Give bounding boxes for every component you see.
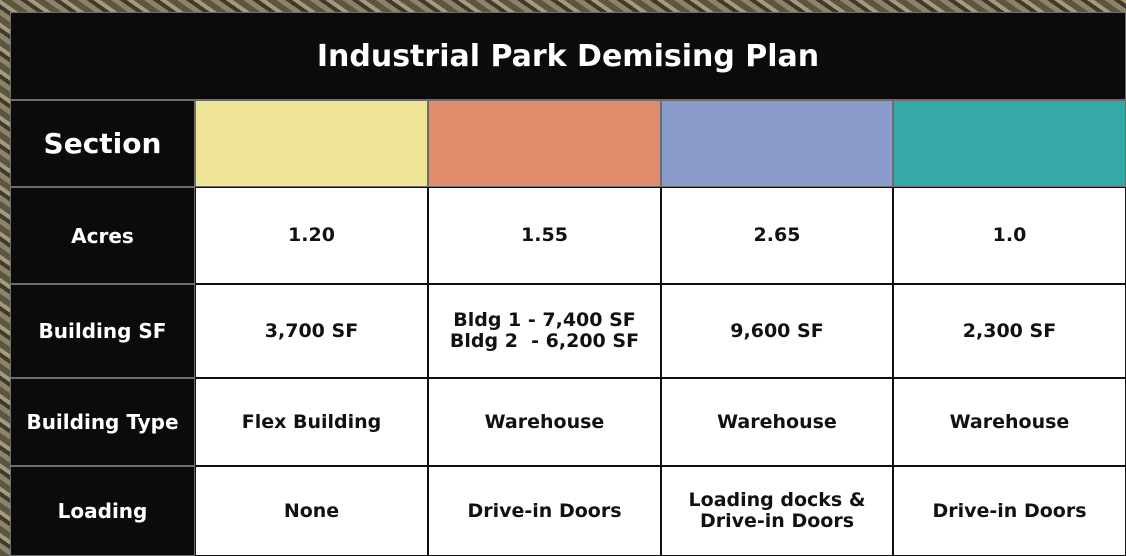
section-swatch [428, 100, 661, 187]
table-cell: None [195, 466, 428, 556]
table-cell: Warehouse [428, 378, 661, 466]
table-title: Industrial Park Demising Plan [10, 12, 1126, 100]
table-cell: 2.65 [661, 187, 893, 284]
table-cell: Warehouse [893, 378, 1126, 466]
cell-line: Bldg 2 - 6,200 SF [450, 331, 639, 352]
row-label: Acres [10, 187, 195, 284]
table-cell: 9,600 SF [661, 284, 893, 378]
table-cell: 1.20 [195, 187, 428, 284]
table-cell: Flex Building [195, 378, 428, 466]
table-cell: Warehouse [661, 378, 893, 466]
cell-line: Drive-in Doors [700, 511, 854, 532]
row-label: Building Type [10, 378, 195, 466]
cell-line: Bldg 1 - 7,400 SF [453, 310, 636, 331]
header-label: Section [10, 100, 195, 187]
demising-table: Industrial Park Demising Plan Section Ac… [10, 12, 1126, 556]
row-label: Loading [10, 466, 195, 556]
table-cell: 3,700 SF [195, 284, 428, 378]
cell-line: Loading docks & [689, 490, 866, 511]
section-swatch [661, 100, 893, 187]
table-cell: 2,300 SF [893, 284, 1126, 378]
section-swatch [893, 100, 1126, 187]
page: Industrial Park Demising Plan Section Ac… [0, 0, 1126, 556]
section-swatch [195, 100, 428, 187]
table-cell: Drive-in Doors [428, 466, 661, 556]
table-cell: 1.0 [893, 187, 1126, 284]
table-cell: Drive-in Doors [893, 466, 1126, 556]
row-label: Building SF [10, 284, 195, 378]
table-cell: 1.55 [428, 187, 661, 284]
table-cell: Loading docks &Drive-in Doors [661, 466, 893, 556]
